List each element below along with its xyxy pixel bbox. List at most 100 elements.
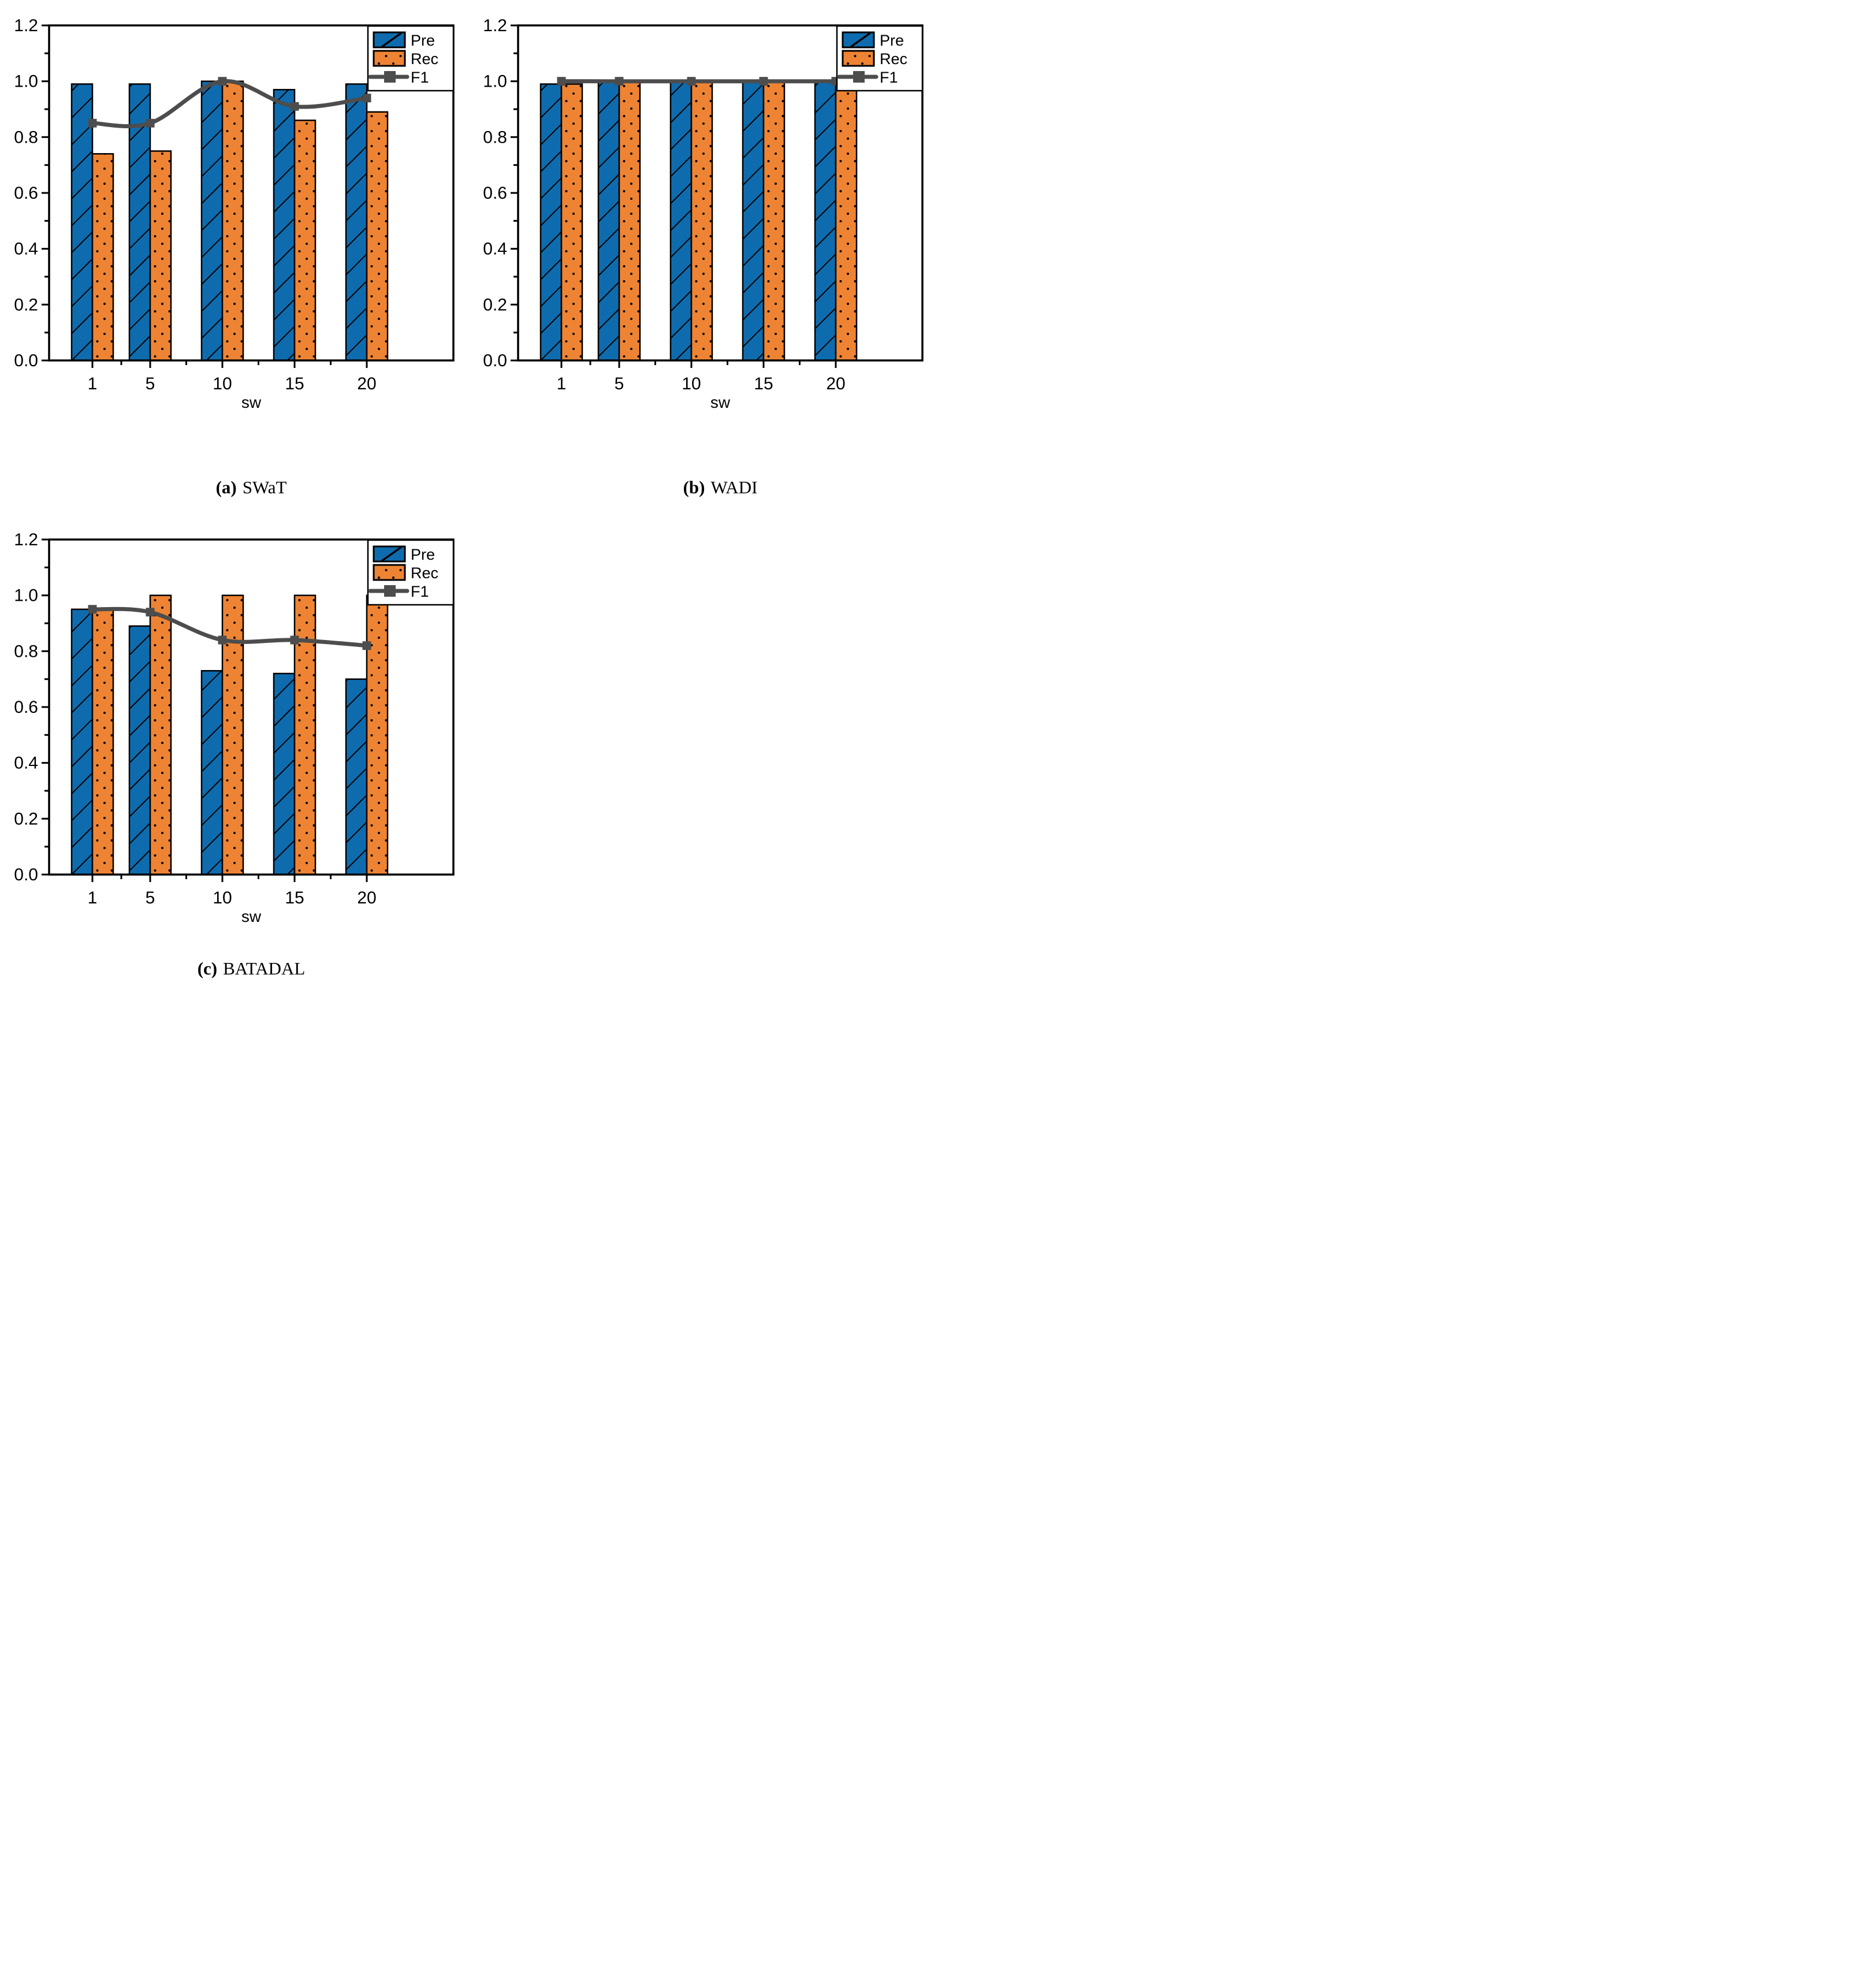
legend-swatch-rec bbox=[842, 50, 875, 67]
x-tick-label: 5 bbox=[146, 374, 155, 393]
x-axis-label: sw bbox=[241, 907, 262, 925]
y-tick-label: 0.0 bbox=[483, 351, 507, 370]
caption-b: (b) WADI bbox=[683, 477, 758, 498]
legend-label-rec: Rec bbox=[411, 50, 438, 68]
legend-label-rec: Rec bbox=[411, 564, 438, 582]
caption-b-label: (b) bbox=[683, 477, 705, 497]
legend-item-rec: Rec bbox=[373, 564, 438, 582]
f1-marker-sw15 bbox=[290, 102, 299, 111]
x-tick-label: 15 bbox=[754, 374, 773, 393]
legend-swatch-rec bbox=[373, 564, 406, 581]
legend-label-f1: F1 bbox=[411, 583, 429, 600]
bar-pre-sw20 bbox=[345, 678, 368, 876]
f1-marker-sw1 bbox=[88, 118, 97, 128]
x-tick-label: 15 bbox=[285, 888, 304, 907]
x-tick-label: 15 bbox=[285, 374, 304, 393]
f1-marker-sw5 bbox=[146, 118, 155, 128]
bar-pre-sw15 bbox=[273, 88, 296, 362]
legend-label-pre: Pre bbox=[880, 32, 904, 49]
f1-marker-sw20 bbox=[362, 641, 371, 650]
bar-rec-sw10 bbox=[221, 80, 244, 362]
x-tick-label: 5 bbox=[146, 888, 155, 907]
y-tick-label: 1.2 bbox=[14, 530, 38, 549]
legend-item-pre: Pre bbox=[842, 31, 904, 49]
x-tick-label: 10 bbox=[682, 374, 701, 393]
legend-item-f1: F1 bbox=[837, 69, 898, 86]
caption-row-c: (c) BATADAL bbox=[0, 927, 938, 989]
f1-marker-sw15 bbox=[759, 77, 768, 86]
y-tick-label: 0.2 bbox=[14, 809, 38, 828]
bar-pre-sw15 bbox=[273, 672, 296, 876]
x-axis-label: sw bbox=[241, 393, 262, 411]
y-tick-label: 1.2 bbox=[483, 16, 507, 35]
caption-cell-c: (c) BATADAL bbox=[0, 927, 469, 989]
legend-swatch-pre-hatch bbox=[850, 32, 872, 48]
legend-item-f1: F1 bbox=[368, 69, 429, 86]
caption-cell-empty bbox=[469, 927, 938, 989]
caption-c-text: BATADAL bbox=[223, 958, 306, 979]
y-tick-label: 0.6 bbox=[14, 184, 38, 203]
f1-marker-sw1 bbox=[557, 77, 566, 86]
y-tick-label: 0.0 bbox=[14, 865, 38, 884]
y-tick-label: 0.6 bbox=[483, 184, 507, 203]
x-tick-label: 10 bbox=[213, 888, 232, 907]
f1-marker-sw5 bbox=[146, 608, 155, 617]
legend-marker-f1 bbox=[384, 71, 396, 83]
bar-rec-sw10 bbox=[690, 80, 713, 362]
x-tick-label: 20 bbox=[357, 888, 376, 907]
bar-pre-sw5 bbox=[128, 625, 151, 876]
y-tick-label: 0.2 bbox=[483, 295, 507, 314]
chart-panel-swat: 0.0 0.2 0.4 0.6 0.8 1.0 1.2 1 5 10 15 20 sw Pre Rec F1 bbox=[0, 0, 469, 413]
legend-label-pre: Pre bbox=[411, 32, 435, 49]
y-tick-label: 0.8 bbox=[14, 128, 38, 147]
caption-cell-a: (a) SWaT bbox=[0, 413, 469, 514]
x-tick-label: 5 bbox=[615, 374, 624, 393]
f1-marker-sw10 bbox=[218, 77, 227, 86]
y-tick-label: 0.2 bbox=[14, 295, 38, 314]
bar-pre-sw15 bbox=[742, 80, 765, 362]
y-tick-label: 0.4 bbox=[483, 240, 507, 259]
bar-pre-sw10 bbox=[669, 80, 693, 362]
bar-rec-sw5 bbox=[149, 594, 172, 876]
caption-a-text: SWaT bbox=[242, 477, 287, 497]
legend-item-f1: F1 bbox=[368, 583, 429, 600]
bar-rec-sw20 bbox=[366, 111, 389, 362]
caption-cell-b: (b) WADI bbox=[469, 413, 938, 514]
bar-rec-sw20 bbox=[366, 594, 389, 876]
f1-marker-sw5 bbox=[615, 77, 624, 86]
y-tick-label: 0.8 bbox=[14, 642, 38, 661]
bar-rec-sw1 bbox=[91, 608, 114, 876]
bar-pre-sw1 bbox=[70, 608, 94, 876]
x-tick-label: 20 bbox=[357, 374, 376, 393]
x-tick-label: 1 bbox=[88, 888, 98, 907]
f1-marker-sw10 bbox=[687, 77, 696, 86]
bar-rec-sw15 bbox=[762, 80, 786, 362]
f1-marker-sw15 bbox=[290, 635, 299, 645]
y-tick-label: 0.4 bbox=[14, 754, 38, 773]
legend-swatch-pre bbox=[373, 545, 406, 563]
f1-marker-sw20 bbox=[362, 94, 371, 103]
y-tick-label: 1.0 bbox=[14, 72, 38, 91]
x-tick-label: 1 bbox=[88, 374, 98, 393]
empty-panel bbox=[469, 514, 938, 927]
legend-item-pre: Pre bbox=[373, 31, 435, 49]
caption-a-label: (a) bbox=[215, 477, 237, 497]
bar-rec-sw1 bbox=[560, 83, 583, 362]
legend-item-rec: Rec bbox=[373, 50, 438, 68]
legend-label-f1: F1 bbox=[411, 69, 429, 86]
legend-marker-f1 bbox=[853, 71, 865, 83]
y-tick-label: 0.0 bbox=[14, 351, 38, 370]
bar-pre-sw20 bbox=[345, 83, 368, 362]
bar-pre-sw5 bbox=[597, 80, 620, 362]
caption-row-ab: (a) SWaT (b) WADI bbox=[0, 413, 938, 514]
chart-row-top: 0.0 0.2 0.4 0.6 0.8 1.0 1.2 1 5 10 15 20 sw Pre Rec F1 … bbox=[0, 0, 938, 413]
legend-item-rec: Rec bbox=[842, 50, 907, 68]
bar-pre-sw1 bbox=[70, 83, 94, 362]
legend-label-pre: Pre bbox=[411, 546, 435, 563]
caption-b-text: WADI bbox=[710, 477, 758, 497]
y-tick-label: 1.0 bbox=[14, 586, 38, 605]
